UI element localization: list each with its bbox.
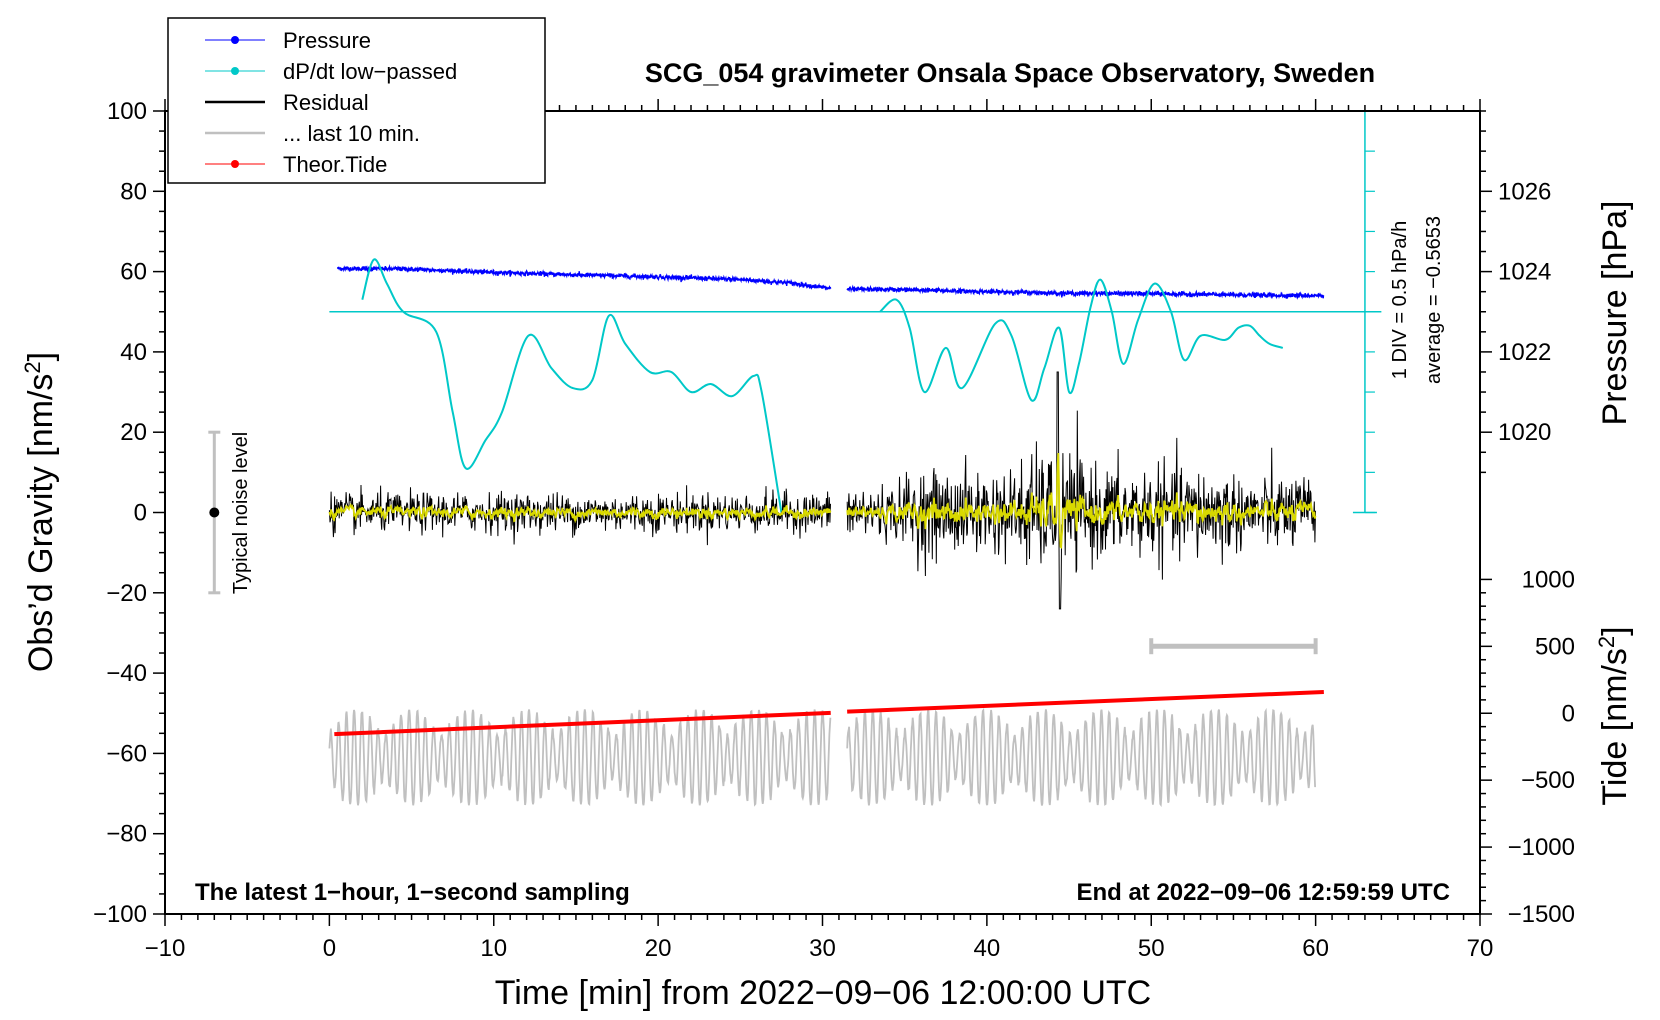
pressure-tick-label: 1024 xyxy=(1498,259,1551,286)
y-axis-left-title: Obs’d Gravity [nm/s2] xyxy=(20,352,60,672)
last-10-min-line xyxy=(328,709,832,807)
y-tick-label: 40 xyxy=(120,339,147,366)
y-tick-label: −100 xyxy=(93,901,147,928)
pressure-tick-label: 1022 xyxy=(1498,339,1551,366)
x-tick-label: 70 xyxy=(1467,935,1494,962)
residual-smoothed-line xyxy=(328,502,832,524)
y-axis-pressure-title: Pressure [hPa] xyxy=(1596,201,1634,426)
y-tick-label: −20 xyxy=(106,580,147,607)
noise-level-label: Typical noise level xyxy=(230,432,252,594)
legend-marker xyxy=(231,36,239,44)
legend: Pressure dP/dt low−passed Residual ... last… xyxy=(167,17,546,184)
legend-label: ... last 10 min. xyxy=(283,121,420,146)
y-axis-tide-title-sup: 2 xyxy=(1594,636,1619,648)
dpdt-scale-label-1: 1 DIV = 0.5 hPa/h xyxy=(1389,221,1411,379)
legend-marker xyxy=(231,160,239,168)
tide-tick-label: 0 xyxy=(1562,700,1575,727)
x-tick-label: 40 xyxy=(974,935,1001,962)
y-axis-pressure: 1026 1024 1022 1020 xyxy=(1480,110,1551,474)
pressure-tick-label: 1026 xyxy=(1498,178,1551,205)
annotation-end-time: End at 2022−09−06 12:59:59 UTC xyxy=(1076,879,1450,906)
dpdt-line xyxy=(879,278,1284,402)
y-axis-left: −100 −80 −60 −40 −20 0 20 40 60 80 100 xyxy=(93,98,165,928)
y-tick-label: −80 xyxy=(106,821,147,848)
chart-title: SCG_054 gravimeter Onsala Space Observat… xyxy=(645,58,1375,88)
tide-line xyxy=(847,689,1324,714)
y-tick-label: 20 xyxy=(120,419,147,446)
y-tick-label: 0 xyxy=(134,500,147,527)
tide-tick-label: −500 xyxy=(1521,767,1575,794)
y-axis-tide-title: Tide [nm/s2] xyxy=(1594,626,1634,805)
last-10-min-line xyxy=(846,707,1316,808)
pressure-line xyxy=(846,284,1325,300)
dpdt-line xyxy=(361,258,783,513)
legend-label: Pressure xyxy=(283,28,371,53)
pressure-tick-label: 1020 xyxy=(1498,419,1551,446)
y-tick-label: −60 xyxy=(106,740,147,767)
tide-tick-label: 1000 xyxy=(1522,566,1575,593)
residual-smoothed-line xyxy=(846,452,1317,549)
pressure-line xyxy=(336,263,832,291)
annotation-sampling: The latest 1−hour, 1−second sampling xyxy=(195,879,630,906)
y-tick-label: 80 xyxy=(120,178,147,205)
legend-marker xyxy=(231,67,239,75)
y-axis-left-title-sup: 2 xyxy=(20,361,45,373)
x-tick-label: −10 xyxy=(145,935,186,962)
x-tick-label: 30 xyxy=(809,935,836,962)
tide-line xyxy=(334,710,831,737)
y-tick-label: −40 xyxy=(106,660,147,687)
x-axis-title: Time [min] from 2022−09−06 12:00:00 UTC xyxy=(495,974,1151,1012)
y-axis-tide-title-end: ] xyxy=(1596,626,1634,635)
x-axis: −10 0 10 20 30 40 50 60 70 xyxy=(145,99,1494,962)
legend-label: Residual xyxy=(283,90,369,115)
x-tick-label: 60 xyxy=(1302,935,1329,962)
y-tick-label: 60 xyxy=(120,259,147,286)
x-tick-label: 10 xyxy=(480,935,507,962)
legend-label: dP/dt low−passed xyxy=(283,59,457,84)
tide-tick-label: 500 xyxy=(1535,633,1575,660)
y-axis-tide-title-main: Tide [nm/s xyxy=(1596,648,1634,805)
legend-box xyxy=(167,17,546,184)
y-axis-left-title-main: Obs’d Gravity [nm/s xyxy=(22,374,60,673)
x-tick-label: 50 xyxy=(1138,935,1165,962)
x-tick-label: 0 xyxy=(323,935,336,962)
tide-tick-label: −1500 xyxy=(1508,901,1575,928)
dpdt-scale-label-2: average = −0.5653 xyxy=(1423,216,1445,384)
x-tick-label: 20 xyxy=(645,935,672,962)
plot-frame xyxy=(164,110,1481,915)
y-axis-tide: 1000 500 0 −500 −1000 −1500 xyxy=(1480,566,1575,928)
tide-tick-label: −1000 xyxy=(1508,834,1575,861)
noise-level-dot xyxy=(209,507,220,518)
y-axis-left-title-end: ] xyxy=(22,352,60,361)
legend-label: Theor.Tide xyxy=(283,152,387,177)
y-tick-label: 100 xyxy=(107,98,147,125)
residual-line xyxy=(846,371,1316,610)
